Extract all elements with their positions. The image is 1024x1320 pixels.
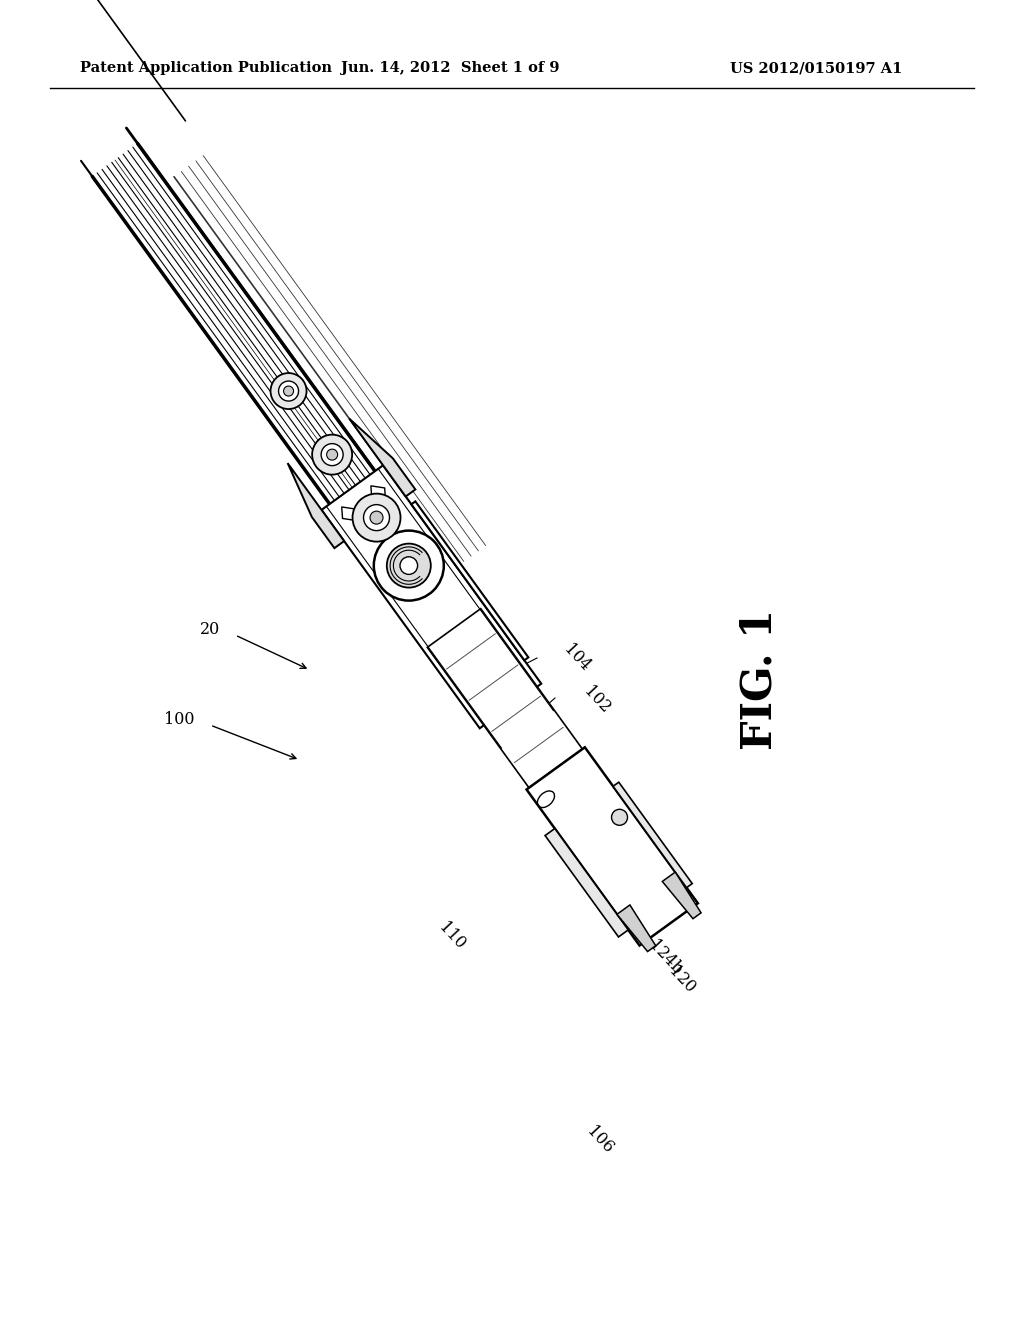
Polygon shape <box>322 466 542 729</box>
Circle shape <box>284 385 294 396</box>
Circle shape <box>352 494 400 541</box>
Polygon shape <box>613 783 692 887</box>
Polygon shape <box>288 463 344 548</box>
Text: FIG. 1: FIG. 1 <box>739 610 781 751</box>
Circle shape <box>322 444 343 466</box>
Circle shape <box>279 381 299 401</box>
Polygon shape <box>616 906 655 952</box>
Polygon shape <box>545 829 629 937</box>
Polygon shape <box>663 873 701 919</box>
Circle shape <box>370 511 383 524</box>
Polygon shape <box>342 507 356 520</box>
Circle shape <box>327 449 338 461</box>
Text: 120: 120 <box>665 964 698 997</box>
Text: 102: 102 <box>580 682 613 717</box>
Polygon shape <box>427 609 583 788</box>
Circle shape <box>387 544 431 587</box>
Circle shape <box>270 374 306 409</box>
Circle shape <box>364 504 389 531</box>
Polygon shape <box>371 486 385 499</box>
Polygon shape <box>412 502 528 660</box>
Circle shape <box>312 434 352 475</box>
Polygon shape <box>526 747 697 945</box>
Text: 106: 106 <box>584 1123 616 1158</box>
Text: Patent Application Publication: Patent Application Publication <box>80 61 332 75</box>
Text: 104: 104 <box>560 642 593 675</box>
Text: 20: 20 <box>200 622 220 639</box>
Circle shape <box>611 809 628 825</box>
Text: Jun. 14, 2012  Sheet 1 of 9: Jun. 14, 2012 Sheet 1 of 9 <box>341 61 559 75</box>
Polygon shape <box>349 418 416 496</box>
Text: US 2012/0150197 A1: US 2012/0150197 A1 <box>730 61 902 75</box>
Text: 124b: 124b <box>645 937 685 978</box>
Circle shape <box>400 557 418 574</box>
Circle shape <box>374 531 443 601</box>
Text: 100: 100 <box>165 711 195 729</box>
Text: 110: 110 <box>435 919 469 953</box>
